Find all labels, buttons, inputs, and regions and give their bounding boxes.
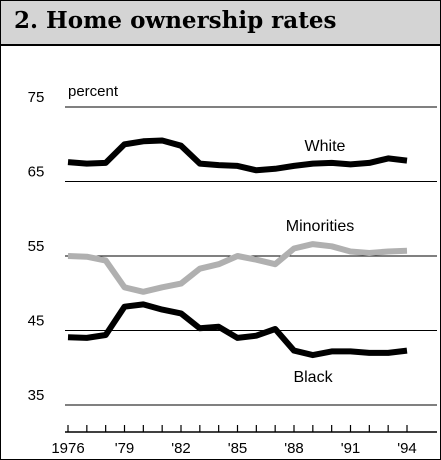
x-tick-label-1985: '85 xyxy=(228,440,248,457)
series-line-minorities xyxy=(67,241,408,295)
series-label-minorities: Minorities xyxy=(286,218,354,235)
y-tick-label-55: 55 xyxy=(28,238,45,255)
y-axis-label: percent xyxy=(68,83,119,100)
y-tick-label-75: 75 xyxy=(28,89,45,106)
x-tick-label-1994: '94 xyxy=(397,440,417,457)
x-tick-label-1988: '88 xyxy=(284,440,304,457)
series-label-white: White xyxy=(305,138,346,155)
y-tick-label-45: 45 xyxy=(28,313,45,330)
y-tick-label-35: 35 xyxy=(28,387,45,404)
series-line-white xyxy=(67,137,408,174)
series-line-black xyxy=(67,301,408,359)
title-bar: 2. Home ownership rates xyxy=(1,1,440,46)
x-tick-label-1979: '79 xyxy=(115,440,135,457)
x-tick-label-1976: 1976 xyxy=(51,440,84,457)
y-tick-label-65: 65 xyxy=(28,164,45,181)
chart-title: 2. Home ownership rates xyxy=(14,7,337,34)
x-tick-label-1982: '82 xyxy=(171,440,191,457)
series-label-black: Black xyxy=(293,369,333,386)
x-tick-label-1991: '91 xyxy=(341,440,361,457)
